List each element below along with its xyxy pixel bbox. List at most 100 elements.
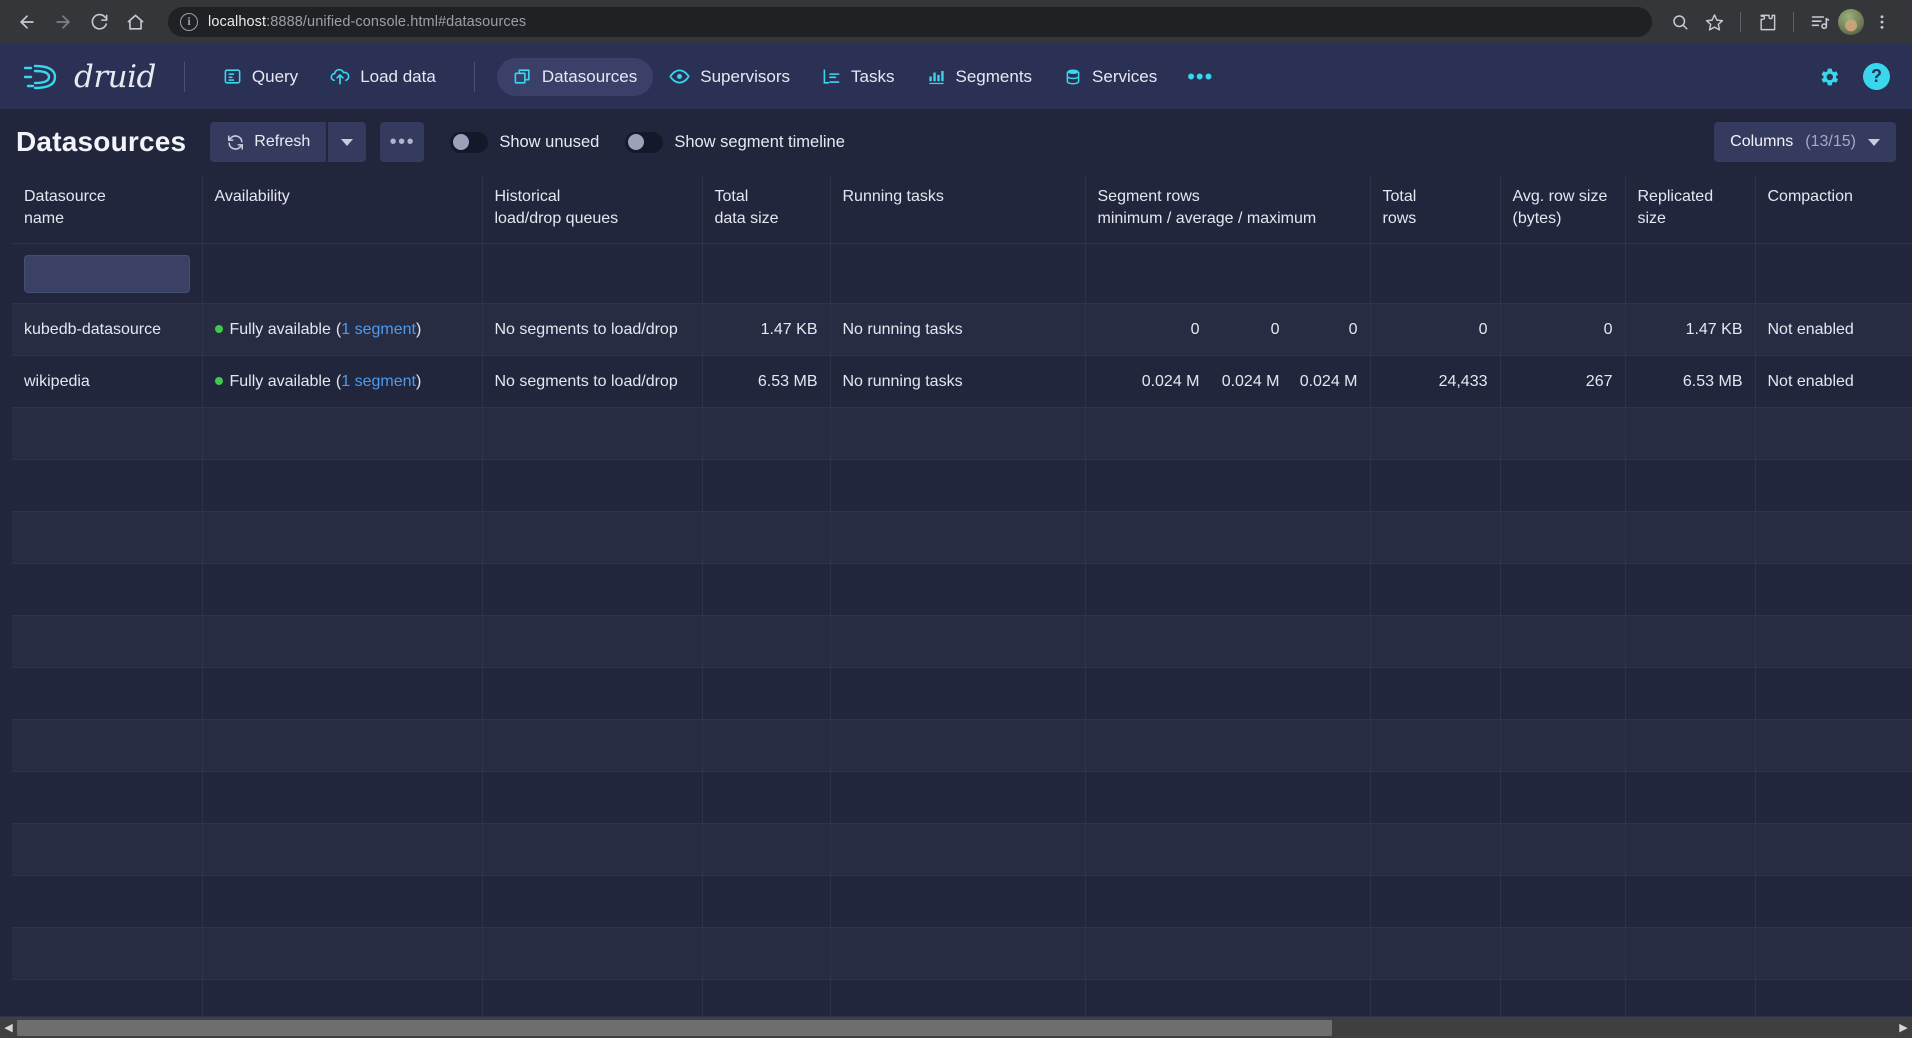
filter-cell-tasks[interactable]: [830, 243, 1086, 305]
header-line2: minimum / average / maximum: [1097, 210, 1317, 228]
filter-cell-compaction[interactable]: [1755, 243, 1912, 305]
empty-cell: [702, 823, 831, 877]
table-empty-row: [12, 823, 1912, 877]
filter-cell-queues[interactable]: [482, 243, 703, 305]
profile-avatar[interactable]: [1838, 9, 1864, 35]
toolbar-more-button[interactable]: •••: [380, 122, 425, 163]
header-line1: Segment rows: [1097, 187, 1200, 205]
address-bar[interactable]: i localhost:8888/unified-console.html#da…: [168, 7, 1652, 37]
col-header-avg-row-size[interactable]: Avg. row size (bytes): [1500, 175, 1626, 245]
reading-list-icon[interactable]: [1804, 6, 1836, 38]
scrollbar-thumb[interactable]: [17, 1019, 1332, 1036]
show-segment-timeline-toggle[interactable]: [625, 131, 664, 153]
col-header-running-tasks[interactable]: Running tasks: [830, 175, 1086, 245]
empty-cell: [1085, 875, 1371, 929]
druid-navbar: druid Query Load data Datasources Superv…: [0, 44, 1912, 109]
empty-cell: [1085, 823, 1371, 877]
cell-availability: Fully available (1 segment): [202, 355, 483, 409]
segment-link[interactable]: 1 segment: [341, 372, 416, 390]
horizontal-scrollbar[interactable]: ◀ ▶: [0, 1016, 1912, 1038]
forward-button[interactable]: [46, 5, 80, 39]
col-header-compaction[interactable]: Compaction: [1755, 175, 1912, 245]
nav-more-button[interactable]: •••: [1187, 63, 1214, 89]
filter-cell-name: [12, 243, 203, 305]
empty-cell: [482, 719, 703, 773]
cell-total-data-size: 1.47 KB: [702, 303, 831, 357]
chrome-menu-icon[interactable]: [1866, 6, 1898, 38]
empty-cell: [1370, 979, 1501, 1016]
col-header-historical-queues[interactable]: Historical load/drop queues: [482, 175, 703, 245]
empty-cell: [702, 771, 831, 825]
empty-cell: [1625, 719, 1756, 773]
extensions-puzzle-icon[interactable]: [1751, 6, 1783, 38]
table-row[interactable]: kubedb-datasource Fully available (1 segm…: [12, 303, 1912, 357]
empty-cell: [1370, 719, 1501, 773]
empty-cell: [1500, 771, 1626, 825]
cell-datasource-name[interactable]: kubedb-datasource: [12, 303, 203, 357]
columns-button[interactable]: Columns (13/15): [1714, 122, 1896, 163]
empty-cell: [482, 771, 703, 825]
cell-datasource-name[interactable]: wikipedia: [12, 355, 203, 409]
filter-cell-availability[interactable]: [202, 243, 483, 305]
filter-cell-datasize[interactable]: [702, 243, 831, 305]
paren-close: ): [415, 372, 422, 390]
empty-cell: [202, 823, 483, 877]
col-header-total-data-size[interactable]: Total data size: [702, 175, 831, 245]
gear-icon[interactable]: [1817, 65, 1841, 89]
scrollbar-track[interactable]: [17, 1017, 1895, 1038]
filter-cell-replsize[interactable]: [1625, 243, 1756, 305]
chevron-down-icon: [341, 138, 354, 146]
reload-button[interactable]: [82, 5, 116, 39]
site-info-icon[interactable]: i: [180, 13, 198, 31]
empty-cell: [1085, 615, 1371, 669]
empty-cell: [702, 615, 831, 669]
back-button[interactable]: [10, 5, 44, 39]
bookmark-star-icon[interactable]: [1698, 6, 1730, 38]
refresh-button[interactable]: Refresh: [210, 122, 327, 163]
filter-cell-segrows[interactable]: [1085, 243, 1371, 305]
empty-cell: [1085, 771, 1371, 825]
header-line1: Replicated: [1637, 187, 1714, 205]
col-header-segment-rows[interactable]: Segment rows minimum / average / maximum: [1085, 175, 1371, 245]
availability-status: Fully available: [229, 320, 331, 338]
cell-replicated-size: 1.47 KB: [1625, 303, 1756, 357]
table-empty-row: [12, 511, 1912, 565]
zoom-search-icon[interactable]: [1664, 6, 1696, 38]
chevron-right-icon[interactable]: ▶: [1899, 1022, 1908, 1034]
empty-cell: [1370, 407, 1501, 461]
nav-item-services[interactable]: Services: [1048, 58, 1173, 96]
nav-item-query[interactable]: Query: [207, 58, 314, 96]
refresh-dropdown-button[interactable]: [328, 122, 367, 163]
segment-rows-min: 0: [1190, 320, 1200, 338]
empty-cell: [202, 927, 483, 981]
help-icon[interactable]: ?: [1863, 63, 1890, 90]
nav-item-load-data[interactable]: Load data: [314, 58, 452, 96]
col-header-availability[interactable]: Availability: [202, 175, 483, 245]
home-button[interactable]: [118, 5, 152, 39]
filter-cell-avgrowsize[interactable]: [1500, 243, 1626, 305]
col-header-datasource-name[interactable]: Datasource name: [12, 175, 203, 245]
nav-item-datasources[interactable]: Datasources: [496, 57, 654, 96]
empty-cell: [202, 511, 483, 565]
datasource-name-filter-input[interactable]: [24, 254, 190, 293]
empty-cell: [1625, 563, 1756, 617]
col-header-replicated-size[interactable]: Replicated size: [1625, 175, 1756, 245]
replsize-value: 1.47 KB: [1685, 320, 1743, 338]
chevron-left-icon[interactable]: ◀: [4, 1022, 13, 1034]
nav-item-query-label: Query: [251, 66, 299, 86]
empty-cell: [1755, 719, 1912, 773]
druid-logo[interactable]: druid: [22, 59, 156, 95]
table-row[interactable]: wikipedia Fully available (1 segment) No …: [12, 355, 1912, 409]
empty-cell: [482, 875, 703, 929]
nav-item-segments[interactable]: Segments: [911, 58, 1049, 96]
cell-running-tasks: No running tasks: [830, 355, 1086, 409]
segment-rows-group: 0 0 0: [1098, 321, 1358, 339]
nav-item-tasks[interactable]: Tasks: [806, 58, 910, 96]
col-header-total-rows[interactable]: Total rows: [1370, 175, 1501, 245]
show-unused-toggle[interactable]: [450, 131, 489, 153]
segment-link[interactable]: 1 segment: [341, 320, 416, 338]
tasks-icon: [822, 67, 841, 86]
filter-cell-totalrows[interactable]: [1370, 243, 1501, 305]
datasources-icon: [513, 67, 532, 86]
nav-item-supervisors[interactable]: Supervisors: [653, 57, 806, 96]
